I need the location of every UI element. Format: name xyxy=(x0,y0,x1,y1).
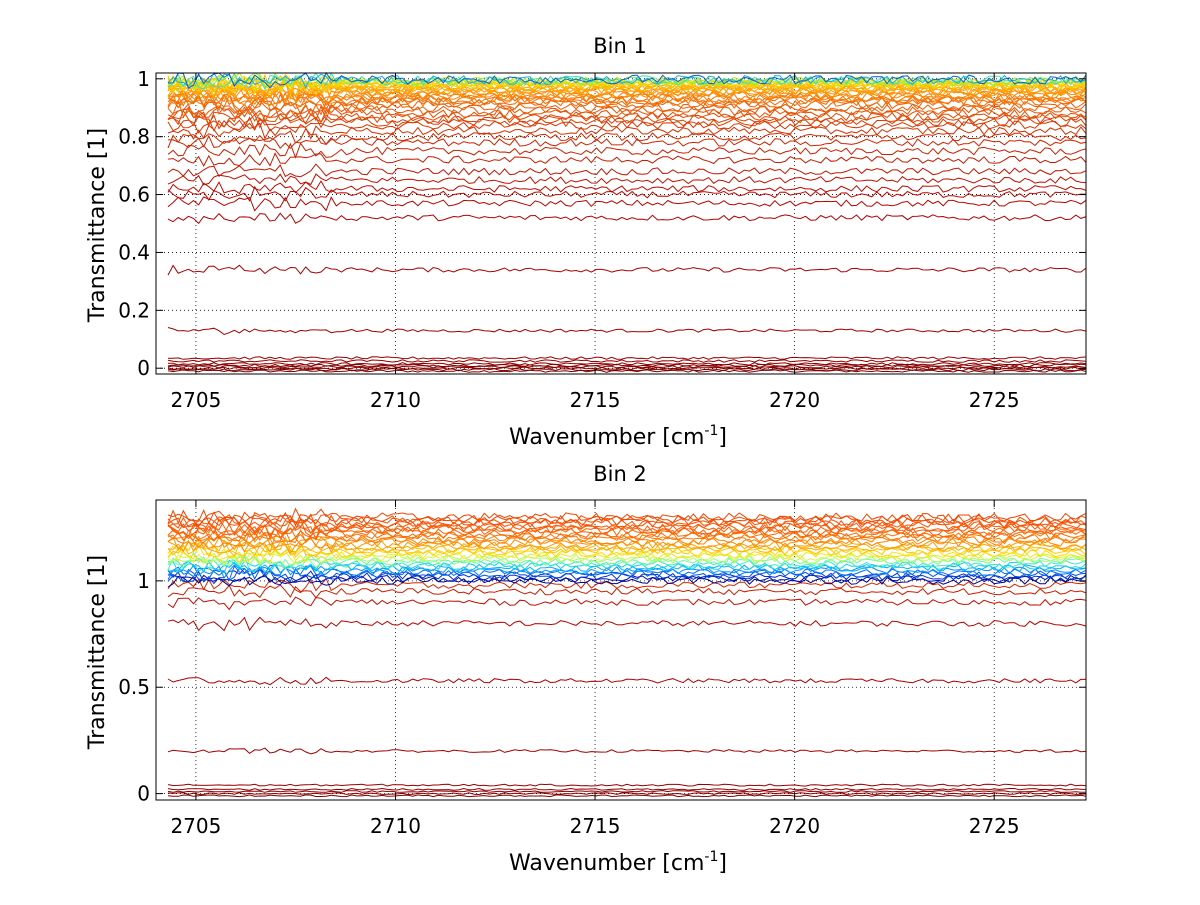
y-tick-label: 0 xyxy=(137,356,150,380)
series-line xyxy=(167,747,1087,755)
y-tick-label: 0 xyxy=(137,782,150,806)
series-line xyxy=(167,99,1087,118)
series-line xyxy=(167,84,1087,101)
x-axis-label: Wavenumber [cm-1] xyxy=(509,423,727,450)
tick-marks xyxy=(156,500,1086,800)
series-line xyxy=(167,509,1087,527)
series-line xyxy=(167,584,1087,599)
series-line xyxy=(167,73,1087,95)
series-line xyxy=(167,185,1087,202)
series-line xyxy=(167,114,1087,132)
series-line xyxy=(167,560,1087,576)
y-axis-label: Transmittance [1] xyxy=(85,128,110,323)
axes-box xyxy=(155,72,1087,375)
series-line xyxy=(167,596,1087,611)
series-line xyxy=(167,107,1087,128)
series-group xyxy=(167,507,1087,798)
axes-box xyxy=(155,499,1087,801)
series-line xyxy=(167,517,1087,537)
y-tick-label: 1 xyxy=(137,67,150,91)
series-line xyxy=(167,616,1087,632)
y-tick-label: 1 xyxy=(137,569,150,593)
y-tick-labels: 0 0.2 0.4 0.6 0.8 1 xyxy=(118,67,150,380)
series-line xyxy=(167,142,1087,159)
chart-title: Bin 1 xyxy=(593,34,647,58)
x-tick-label: 2725 xyxy=(969,814,1020,838)
series-line xyxy=(167,790,1087,793)
series-line xyxy=(167,549,1087,563)
series-line xyxy=(168,72,1087,94)
series-line xyxy=(167,507,1087,528)
series-line xyxy=(167,173,1087,186)
series-line xyxy=(167,127,1087,146)
series-line xyxy=(167,792,1087,796)
series-line xyxy=(167,783,1087,787)
series-line xyxy=(167,72,1087,89)
series-line xyxy=(167,79,1087,101)
series-line xyxy=(167,676,1087,686)
y-tick-label: 0.2 xyxy=(118,298,150,322)
x-axis-label: Wavenumber [cm-1] xyxy=(509,849,727,876)
series-line xyxy=(167,93,1087,116)
series-line xyxy=(167,163,1087,178)
series-line xyxy=(167,577,1087,594)
series-line xyxy=(167,359,1087,363)
x-tick-label: 2715 xyxy=(570,814,621,838)
series-line xyxy=(167,363,1087,368)
series-line xyxy=(167,180,1087,195)
x-tick-labels: 2705 2710 2715 2720 2725 xyxy=(170,814,1019,838)
x-tick-labels: 2705 2710 2715 2720 2725 xyxy=(170,388,1019,412)
x-tick-label: 2725 xyxy=(969,388,1020,412)
series-line xyxy=(167,212,1087,225)
x-tick-label: 2705 xyxy=(170,814,221,838)
y-axis-label: Transmittance [1] xyxy=(85,555,110,750)
y-tick-label: 0.6 xyxy=(118,183,150,207)
series-line xyxy=(167,574,1087,586)
series-line xyxy=(167,555,1087,572)
series-line xyxy=(167,327,1087,336)
gridlines xyxy=(156,73,1086,374)
series-group xyxy=(167,71,1087,373)
series-line xyxy=(167,366,1087,370)
x-tick-label: 2705 xyxy=(170,388,221,412)
series-line xyxy=(167,787,1087,791)
series-line xyxy=(167,538,1087,558)
series-line xyxy=(167,525,1087,542)
y-tick-label: 0.5 xyxy=(118,675,150,699)
x-tick-label: 2710 xyxy=(370,388,421,412)
series-line xyxy=(167,566,1087,583)
series-line xyxy=(167,573,1086,588)
series-line xyxy=(167,356,1087,360)
x-tick-label: 2720 xyxy=(769,814,820,838)
series-line xyxy=(167,564,1087,580)
x-tick-label: 2720 xyxy=(769,388,820,412)
series-line xyxy=(167,196,1087,212)
x-tick-label: 2715 xyxy=(570,388,621,412)
chart-title: Bin 2 xyxy=(593,462,647,486)
series-line xyxy=(167,152,1087,167)
tick-marks xyxy=(156,73,1086,374)
series-line xyxy=(167,794,1087,798)
series-line xyxy=(168,362,1087,366)
series-line xyxy=(167,72,1087,89)
plot-panel-bin-1: Bin 1 2705 2710 2715 2720 2725 0 0.2 0.4 0.6 0.8… xyxy=(85,34,1087,450)
series-line xyxy=(167,264,1087,276)
y-tick-label: 0.4 xyxy=(118,240,150,264)
series-line xyxy=(167,134,1087,150)
y-tick-label: 0.8 xyxy=(118,125,150,149)
y-tick-labels: 00.51 xyxy=(118,569,150,806)
x-tick-label: 2710 xyxy=(370,814,421,838)
plot-panel-bin-2: Bin 2 2705 2710 2715 2720 2725 00.51 Wavenum… xyxy=(85,462,1087,876)
series-line xyxy=(167,536,1087,554)
series-line xyxy=(167,104,1087,123)
